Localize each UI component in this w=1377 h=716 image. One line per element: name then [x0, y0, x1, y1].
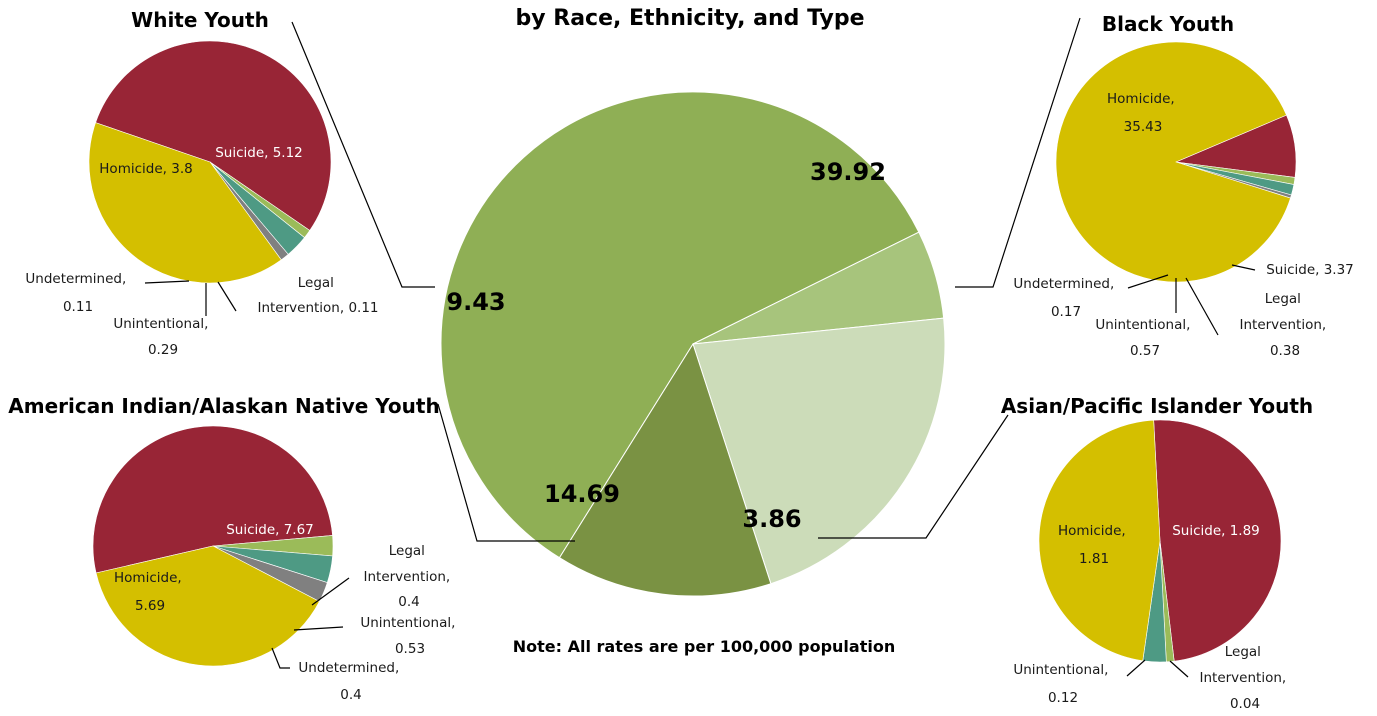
pie-title-aian: American Indian/Alaskan Native Youth [8, 394, 439, 418]
pie-slice-center-black-youth [440, 91, 920, 559]
chart-subtitle: by Race, Ethnicity, and Type [516, 6, 865, 31]
pie-slice-asian-suicide [1153, 419, 1282, 662]
label-black-suicide: Suicide, 3.37 [1266, 262, 1354, 278]
leader-aian [437, 403, 575, 542]
pie-slice-center-american-indian-alaskan-native-youth [692, 317, 946, 585]
label-asian-suicide: Suicide, 1.89 [1172, 523, 1260, 539]
label-white-legal: Legal Intervention, 0.11 [257, 275, 378, 316]
label-black-legal: Legal Intervention, 0.38 [1240, 291, 1331, 359]
label-white-undetermined: Undetermined, 0.11 [25, 271, 130, 315]
pie-slice-asian-homicide [1038, 419, 1161, 662]
chart-note: Note: All rates are per 100,000 populati… [513, 637, 895, 656]
leader-black [955, 17, 1081, 288]
label-black-homicide: Homicide, 35.43 [1107, 91, 1179, 135]
center-label-asian: 3.86 [742, 505, 801, 533]
pies-layer [88, 40, 1297, 667]
leader-black-suicide [1231, 264, 1256, 271]
leader-aian-undetermined [271, 647, 290, 669]
labels-layer: by Race, Ethnicity, and Type White Youth… [8, 6, 1354, 712]
leader-aian-unintentional [293, 626, 344, 631]
pie-slice-white-homicide [88, 122, 282, 284]
leader-white-legal [217, 281, 237, 312]
label-aian-suicide: Suicide, 7.67 [226, 522, 314, 538]
label-white-homicide: Homicide, 3.8 [99, 161, 192, 177]
leader-asian-unintentional [1126, 659, 1146, 677]
label-asian-homicide: Homicide, 1.81 [1058, 523, 1130, 567]
leader-lines [144, 17, 1256, 678]
leader-white-undetermined [144, 280, 190, 284]
leader-aian-legal [311, 577, 350, 606]
pie-slice-white-suicide [95, 40, 332, 231]
label-aian-unintentional: Unintentional, 0.53 [360, 615, 459, 657]
leader-black-undetermined [1127, 274, 1169, 289]
leader-asian [818, 414, 1009, 539]
leader-black-legal [1185, 277, 1219, 336]
pie-slice-aian-suicide [92, 425, 333, 574]
label-black-unintentional: Unintentional, 0.57 [1095, 317, 1194, 359]
pie-title-black: Black Youth [1102, 12, 1234, 36]
leader-white [291, 21, 435, 288]
label-white-unintentional: Unintentional, 0.29 [113, 316, 212, 358]
label-asian-unintentional: Unintentional, 0.12 [1013, 662, 1112, 706]
pie-slice-center-white-youth [558, 342, 772, 597]
center-label-white: 9.43 [446, 288, 505, 316]
pie-title-white: White Youth [131, 8, 269, 32]
pie-title-asian: Asian/Pacific Islander Youth [1001, 394, 1313, 418]
label-aian-homicide: Homicide, 5.69 [114, 570, 186, 614]
label-white-suicide: Suicide, 5.12 [215, 145, 303, 161]
leader-asian-legal [1169, 660, 1189, 678]
label-asian-legal: Legal Intervention, 0.04 [1200, 644, 1291, 711]
label-black-undetermined: Undetermined, 0.17 [1013, 276, 1118, 320]
label-aian-legal: Legal Intervention, 0.4 [364, 543, 455, 610]
pie-slice-black-homicide [1055, 41, 1291, 283]
pie-slice-aian-homicide [95, 545, 320, 667]
center-label-aian: 14.69 [544, 480, 620, 508]
label-aian-undetermined: Undetermined, 0.4 [298, 660, 403, 703]
center-label-black: 39.92 [810, 158, 886, 186]
